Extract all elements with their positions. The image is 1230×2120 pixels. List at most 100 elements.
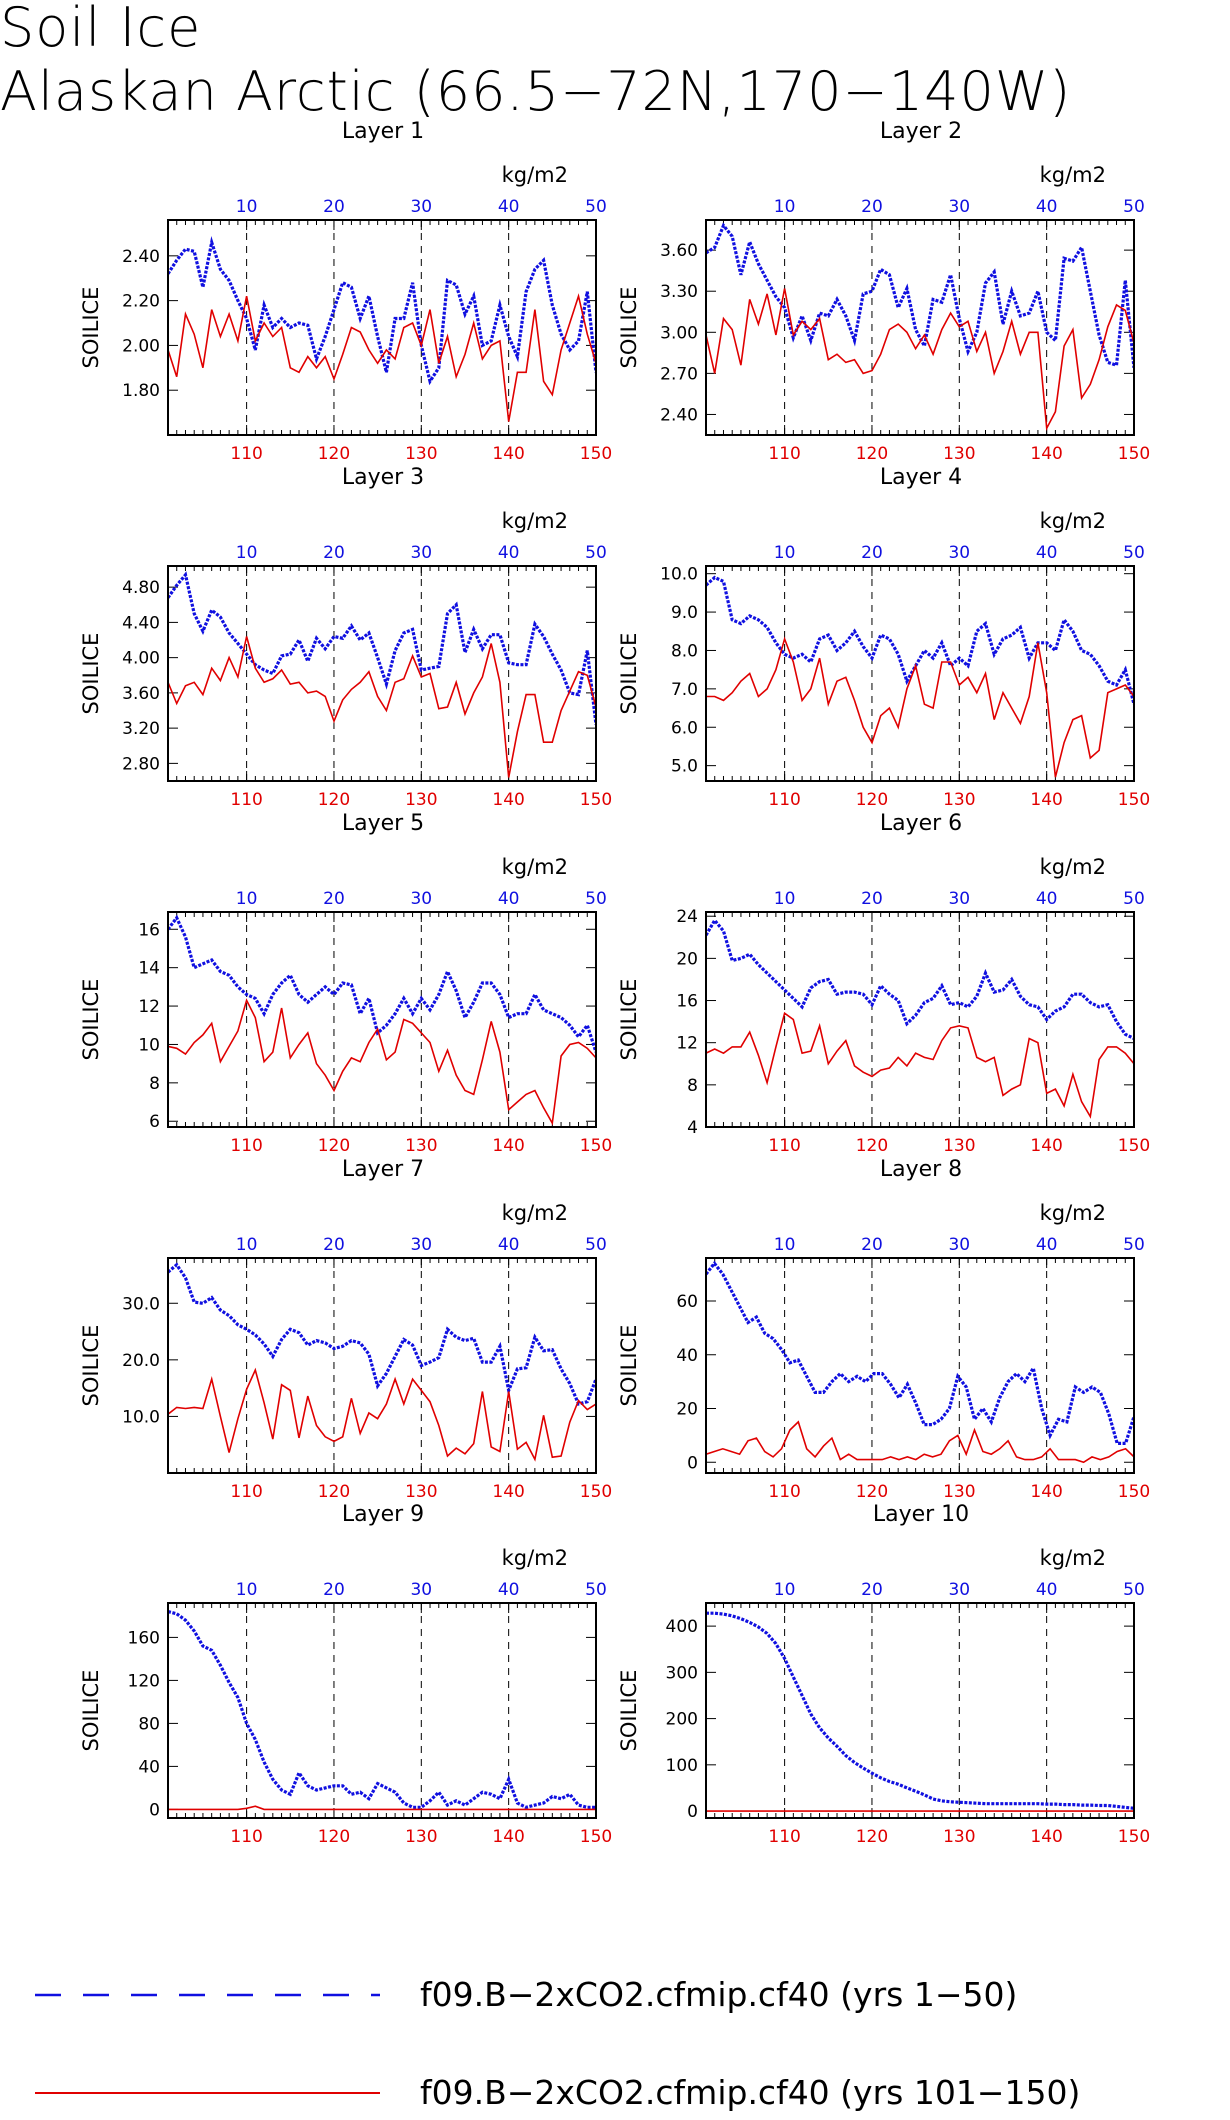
x-tick-label-top: 20 — [323, 197, 345, 217]
x-tick-label-bottom: 150 — [580, 1136, 612, 1156]
x-tick-label-bottom: 140 — [1030, 1482, 1062, 1502]
x-tick-label-bottom: 140 — [1030, 1827, 1062, 1847]
top-axis-unit: kg/m2 — [502, 1201, 568, 1225]
x-tick-label-top: 10 — [236, 543, 258, 563]
y-tick-label: 4.40 — [122, 613, 160, 633]
x-tick-label-bottom: 140 — [492, 444, 524, 464]
x-tick-label-top: 20 — [323, 1235, 345, 1255]
x-tick-label-bottom: 120 — [318, 1482, 350, 1502]
x-tick-label-top: 10 — [236, 889, 258, 909]
y-tick-label: 8.0 — [671, 641, 698, 661]
x-tick-label-bottom: 110 — [230, 790, 262, 810]
x-tick-label-top: 50 — [1123, 1580, 1145, 1600]
series-line-yrs-1-50 — [168, 571, 596, 725]
plot-frame — [705, 565, 1135, 782]
y-tick-label: 3.00 — [660, 323, 698, 343]
panel-title: Layer 8 — [880, 1157, 962, 1182]
x-tick-label-top: 50 — [585, 889, 607, 909]
x-tick-label-top: 30 — [948, 1235, 970, 1255]
x-tick-label-top: 10 — [774, 889, 796, 909]
y-tick-label: 300 — [666, 1663, 698, 1683]
x-tick-label-top: 10 — [774, 197, 796, 217]
y-tick-label: 2.40 — [660, 405, 698, 425]
series-line-yrs-1-50 — [168, 1262, 596, 1406]
top-axis-unit: kg/m2 — [1040, 163, 1106, 187]
y-tick-label: 160 — [128, 1628, 160, 1648]
series-line-yrs-101-150 — [168, 636, 596, 778]
x-tick-label-bottom: 110 — [768, 790, 800, 810]
series-line-yrs-101-150 — [168, 1367, 596, 1462]
x-tick-label-bottom: 120 — [856, 444, 888, 464]
x-tick-label-bottom: 150 — [580, 790, 612, 810]
y-tick-label: 2.40 — [122, 247, 160, 267]
plot-frame — [167, 911, 597, 1128]
x-tick-label-bottom: 120 — [856, 1136, 888, 1156]
x-tick-label-top: 30 — [948, 543, 970, 563]
panel-title: Layer 5 — [342, 811, 424, 836]
y-tick-label: 7.0 — [671, 680, 698, 700]
plot-frame — [705, 911, 1135, 1128]
y-axis-label: SOILICE — [79, 287, 103, 369]
x-tick-label-bottom: 110 — [230, 1482, 262, 1502]
x-tick-label-top: 40 — [1036, 1580, 1058, 1600]
x-tick-label-top: 20 — [861, 889, 883, 909]
x-tick-label-bottom: 150 — [1118, 444, 1150, 464]
panel-title: Layer 1 — [342, 119, 424, 144]
x-tick-label-top: 30 — [948, 1580, 970, 1600]
series-line-yrs-101-150 — [706, 288, 1134, 431]
y-axis-label: SOILICE — [79, 1325, 103, 1407]
x-tick-label-top: 30 — [410, 1235, 432, 1255]
x-tick-label-top: 20 — [323, 543, 345, 563]
y-tick-label: 400 — [666, 1617, 698, 1637]
x-tick-label-top: 20 — [861, 1235, 883, 1255]
x-tick-label-bottom: 110 — [230, 444, 262, 464]
top-axis-unit: kg/m2 — [502, 163, 568, 187]
top-axis-unit: kg/m2 — [502, 509, 568, 533]
plot-frame — [167, 1257, 597, 1474]
y-tick-label: 10.0 — [122, 1407, 160, 1427]
legend-label-series-b: f09.B−2xCO2.cfmip.cf40 (yrs 101−150) — [420, 2073, 1080, 2112]
y-tick-label: 30.0 — [122, 1294, 160, 1314]
x-tick-label-top: 50 — [1123, 543, 1145, 563]
y-tick-label: 24 — [676, 907, 698, 927]
y-axis-label: SOILICE — [617, 979, 641, 1061]
panel-title: Layer 9 — [342, 1502, 424, 1527]
y-tick-label: 3.60 — [660, 241, 698, 261]
y-axis-label: SOILICE — [79, 1670, 103, 1752]
plot-frame — [705, 1257, 1135, 1474]
y-axis-label: SOILICE — [617, 287, 641, 369]
x-tick-label-bottom: 110 — [768, 1136, 800, 1156]
x-tick-label-bottom: 110 — [768, 444, 800, 464]
y-tick-label: 1.80 — [122, 381, 160, 401]
y-tick-label: 3.30 — [660, 282, 698, 302]
x-tick-label-bottom: 120 — [856, 1827, 888, 1847]
legend: f09.B−2xCO2.cfmip.cf40 (yrs 1−50) f09.B−… — [35, 1975, 1080, 2112]
x-tick-label-bottom: 130 — [943, 790, 975, 810]
x-tick-label-top: 30 — [410, 197, 432, 217]
panel-layer-1: Layer 1 kg/m2 SOILICE 110 120 130 140 150 10 20 30… — [79, 119, 612, 464]
y-tick-label: 3.20 — [122, 719, 160, 739]
top-axis-unit: kg/m2 — [502, 1546, 568, 1570]
y-tick-label: 16 — [138, 920, 160, 940]
x-tick-label-top: 20 — [861, 1580, 883, 1600]
y-tick-label: 12 — [676, 1034, 698, 1054]
x-tick-label-bottom: 150 — [1118, 1827, 1150, 1847]
x-tick-label-bottom: 130 — [405, 1827, 437, 1847]
panel-title: Layer 7 — [342, 1157, 424, 1182]
x-tick-label-top: 10 — [774, 1580, 796, 1600]
panel-layer-8: Layer 8 kg/m2 SOILICE 110 120 130 140 150 10 20 30… — [617, 1157, 1150, 1502]
y-tick-label: 3.60 — [122, 684, 160, 704]
series-line-yrs-1-50 — [168, 914, 596, 1053]
plot-frame — [167, 565, 597, 782]
y-tick-label: 0 — [149, 1800, 160, 1820]
y-axis-label: SOILICE — [617, 633, 641, 715]
y-tick-label: 40 — [676, 1346, 698, 1366]
y-axis-label: SOILICE — [617, 1325, 641, 1407]
series-line-yrs-101-150 — [706, 1420, 1134, 1464]
panel-title: Layer 10 — [873, 1502, 969, 1527]
series-line-yrs-1-50 — [168, 1610, 596, 1809]
y-tick-label: 4.80 — [122, 578, 160, 598]
x-tick-label-bottom: 130 — [405, 790, 437, 810]
panel-layer-5: Layer 5 kg/m2 SOILICE 110 120 130 140 150 10 20 30… — [79, 811, 612, 1156]
